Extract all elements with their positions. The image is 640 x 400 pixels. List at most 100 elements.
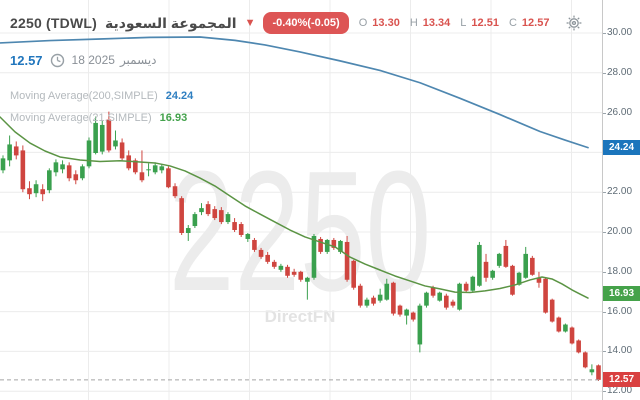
date-month-arabic: ديسمبر	[119, 53, 157, 67]
candle-body	[20, 150, 26, 190]
y-axis-tick-mark	[603, 192, 606, 194]
candle-body	[232, 222, 237, 231]
y-axis-tick: 30.00	[603, 27, 640, 39]
candle-body	[324, 239, 330, 252]
candle-body	[457, 283, 462, 310]
y-axis-tick-mark	[603, 351, 606, 353]
candle-body	[60, 164, 65, 170]
candle-body	[40, 189, 45, 195]
last-price-value: 12.57	[10, 52, 43, 68]
candle-body	[93, 122, 98, 153]
candle-body	[582, 352, 588, 368]
candle-body	[86, 140, 92, 167]
ma21-label: Moving Average(21,SIMPLE)	[10, 112, 152, 124]
candle-body	[305, 277, 310, 282]
candle-body	[530, 257, 535, 275]
change-badge: -0.40%(-0.05)	[263, 12, 349, 34]
candle-body	[172, 186, 178, 197]
candle-body	[179, 198, 184, 233]
candle-body	[549, 299, 555, 322]
candle-body	[258, 249, 264, 257]
chart-date: 18 2025 ديسمبر	[72, 53, 157, 67]
ma200-label: Moving Average(200,SIMPLE)	[10, 90, 158, 102]
high-label: H	[409, 17, 418, 29]
candle-body	[377, 294, 383, 301]
open-value: 13.30	[372, 17, 400, 29]
candle-body	[417, 305, 423, 345]
candle-body	[139, 172, 145, 181]
close-label: C	[508, 17, 517, 29]
legend-ma21[interactable]: Moving Average(21,SIMPLE) 16.93	[10, 112, 187, 124]
candle-body	[13, 146, 19, 156]
candle-body	[278, 265, 284, 270]
candle-body	[0, 158, 6, 171]
candle-body	[159, 166, 165, 171]
y-axis-tick: 12.00	[603, 385, 640, 397]
candle-body	[563, 324, 568, 332]
y-axis-tick: 14.00	[603, 345, 640, 357]
candle-body	[543, 278, 548, 313]
candle-body	[53, 162, 59, 173]
low-value: 12.51	[471, 17, 499, 29]
candle-body	[523, 253, 529, 278]
symbol-code: 2250 (TDWL)	[10, 15, 97, 31]
price-axis-panel[interactable]: 30.00 28.00 26.00 22.00 20.00 18.00 16.00 14.00…	[602, 0, 640, 400]
candle-body	[536, 277, 542, 283]
y-axis-tick-mark	[603, 72, 606, 74]
clock-icon	[50, 53, 65, 68]
candle-body	[410, 312, 416, 320]
candle-body	[146, 169, 151, 171]
date-day-year: 18 2025	[71, 53, 115, 67]
candle-body	[252, 239, 257, 250]
ohlc-readout: O 13.30 H 13.34 L 12.51 C 12.57	[359, 17, 555, 29]
symbol-name-arabic: المجموعة السعودية	[105, 14, 237, 31]
candle-body	[331, 239, 337, 248]
ma200-line	[0, 36, 589, 149]
candle-body	[596, 365, 601, 380]
candle-body	[133, 160, 138, 173]
candle-body	[444, 295, 449, 308]
y-axis-tick-mark	[603, 33, 606, 34]
candle-body	[516, 272, 522, 285]
candle-body	[358, 285, 363, 306]
price-badge-ma200: 24.24	[603, 140, 640, 156]
price-badge-last_price: 12.57	[603, 372, 640, 388]
candle-body	[265, 254, 270, 262]
candle-body	[463, 283, 469, 291]
legend-ma200[interactable]: Moving Average(200,SIMPLE) 24.24	[10, 90, 193, 102]
y-axis-tick: 16.00	[603, 306, 640, 318]
candle-body	[106, 119, 112, 151]
candle-body	[33, 184, 39, 194]
candle-body	[27, 188, 32, 195]
open-label: O	[358, 17, 368, 29]
high-value: 13.34	[422, 17, 451, 29]
candle-body	[166, 168, 171, 188]
ma200-value: 24.24	[165, 90, 194, 102]
candle-body	[238, 224, 244, 235]
candle-body	[212, 209, 218, 219]
candle-body	[291, 271, 297, 275]
y-axis-tick-mark	[603, 112, 606, 114]
candle-body	[364, 299, 370, 306]
candle-body	[219, 210, 224, 223]
candle-body	[503, 245, 509, 267]
price-badge-ma21: 16.93	[603, 285, 640, 301]
symbol-header[interactable]: 2250 (TDWL) المجموعة السعودية ▼ -0.40%(-…	[10, 8, 582, 38]
candle-body	[397, 305, 403, 315]
candle-body	[285, 266, 290, 276]
y-axis-tick: 20.00	[603, 226, 640, 238]
candle-body	[80, 166, 85, 179]
candle-body	[47, 170, 52, 191]
candle-body	[477, 244, 482, 286]
close-value: 12.57	[521, 17, 550, 29]
y-axis-tick-mark	[603, 391, 606, 393]
candle-body	[437, 292, 442, 301]
y-axis-tick: 18.00	[603, 266, 640, 278]
candle-body	[351, 260, 356, 288]
ma21-value: 16.93	[159, 112, 188, 124]
candle-body	[344, 241, 350, 280]
y-axis-tick-mark	[603, 311, 606, 313]
settings-gear-icon[interactable]	[566, 15, 582, 31]
candle-body	[556, 317, 562, 332]
